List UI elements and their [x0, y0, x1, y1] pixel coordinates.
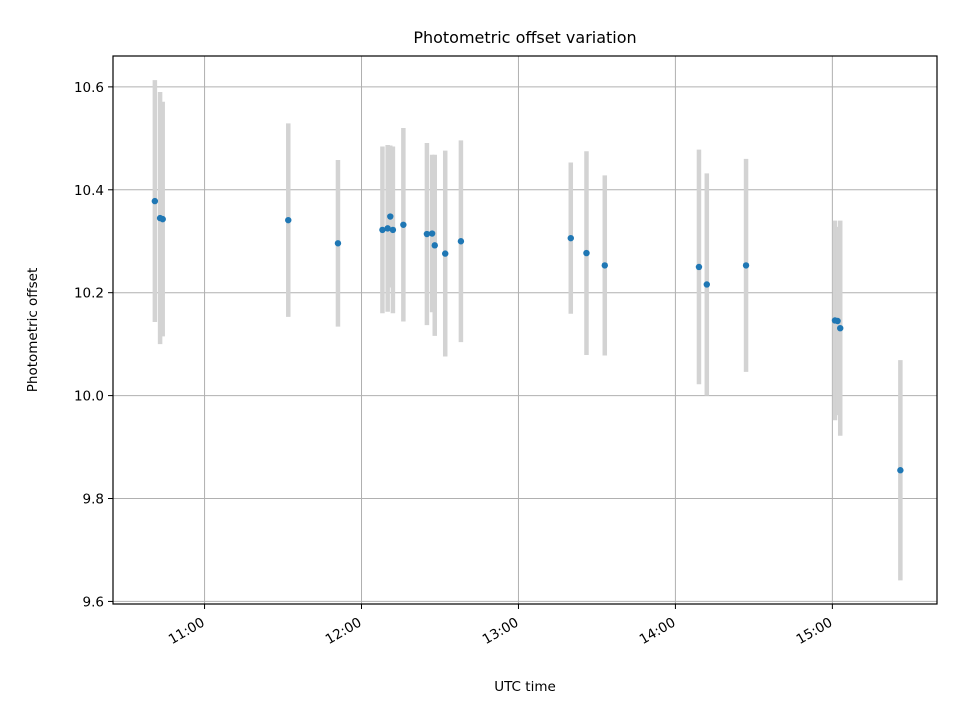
plot-frame [112, 55, 938, 605]
data-point [442, 250, 449, 257]
data-point [428, 230, 436, 237]
data-point [285, 216, 292, 224]
y-tick-label: 10.6 [74, 80, 104, 96]
x-axis-title: UTC time [494, 679, 556, 695]
grid-layer [113, 56, 937, 604]
y-tick-label: 10.4 [74, 183, 104, 199]
y-tick-label: 9.8 [83, 492, 104, 508]
data-point [387, 213, 394, 220]
data-point [334, 240, 342, 247]
data-point [601, 262, 608, 269]
data-point [457, 238, 465, 245]
data-point [384, 225, 391, 232]
data-point [151, 197, 159, 205]
data-point [423, 230, 431, 238]
point-layer [151, 197, 904, 474]
data-point [583, 249, 590, 257]
data-point [742, 262, 750, 269]
y-tick-label: 9.6 [83, 594, 104, 610]
data-point [567, 234, 574, 242]
data-point [897, 467, 904, 474]
data-point [400, 221, 407, 228]
y-tick-label: 10.0 [74, 389, 104, 405]
chart-title: Photometric offset variation [413, 28, 636, 47]
y-tick-label: 10.2 [74, 286, 104, 302]
data-point [159, 215, 166, 223]
data-point [695, 263, 703, 271]
data-point [389, 226, 397, 234]
data-point [834, 317, 841, 325]
data-point [837, 324, 844, 332]
data-point [703, 281, 711, 288]
data-point [431, 242, 438, 249]
data-point [379, 226, 386, 234]
y-axis-title: Photometric offset [25, 268, 41, 392]
